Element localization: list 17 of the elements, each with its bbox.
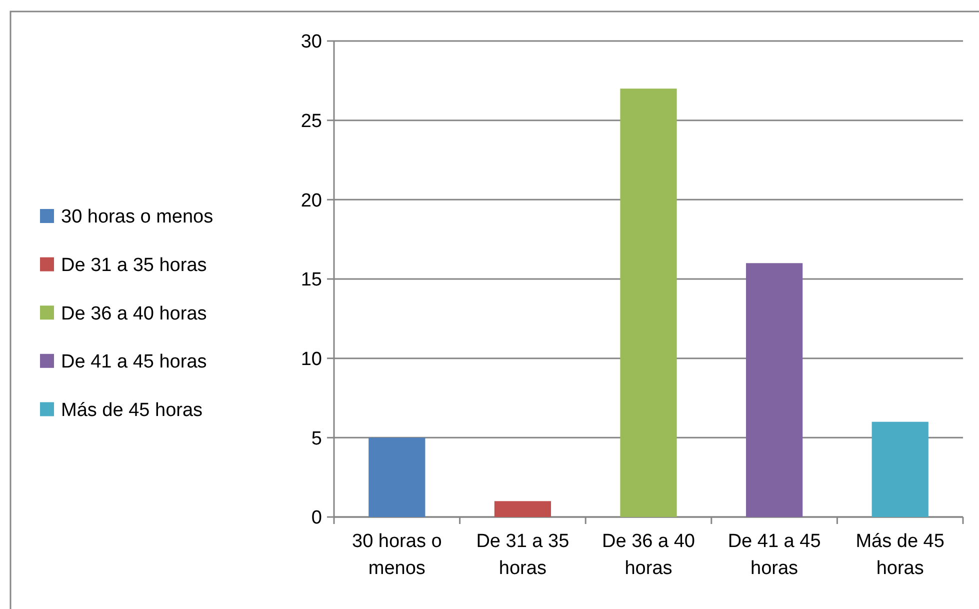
legend-label: De 41 a 45 horas [61,352,207,373]
legend-label: De 31 a 35 horas [61,254,207,276]
legend-label: De 36 a 40 horas [61,303,207,324]
y-tick-label: 20 [300,190,322,212]
legend-label: Más de 45 horas [61,400,203,421]
x-tick-label: De 31 a 35 horas [476,531,570,579]
x-tick-label: 30 horas o menos [352,531,442,579]
y-tick-label: 5 [311,428,322,450]
x-tick-label: Más de 45 horas [856,531,944,579]
x-tick-label: De 36 a 40 horas [602,531,695,579]
y-tick-label: 0 [311,508,322,529]
legend-label: 30 horas o menos [61,206,214,228]
x-tick-label: De 41 a 45 horas [728,531,821,579]
y-tick-label: 10 [300,348,322,370]
y-tick-label: 30 [300,32,322,53]
y-tick-label: 25 [300,110,322,132]
y-tick-label: 15 [300,270,322,291]
